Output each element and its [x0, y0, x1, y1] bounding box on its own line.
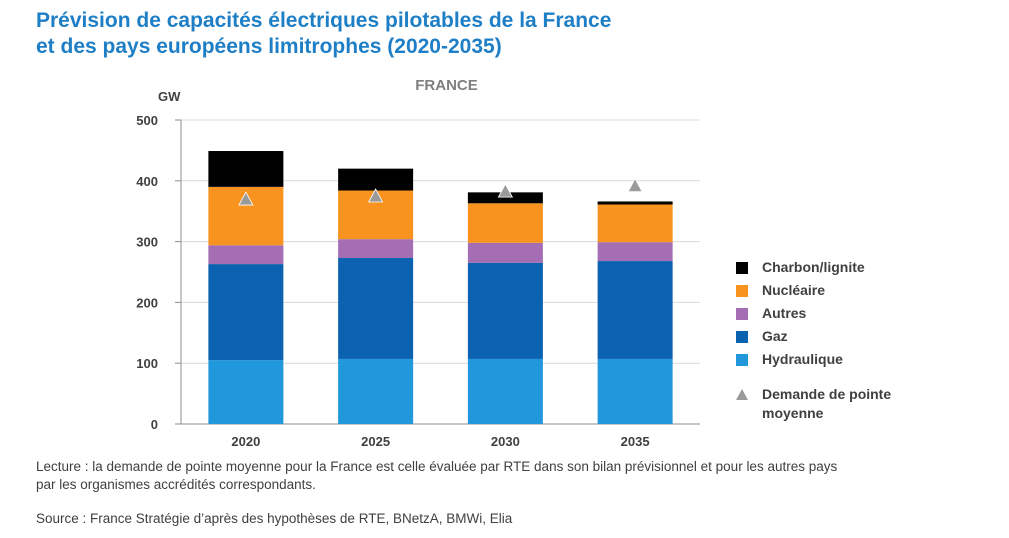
bar-autres-2020 — [208, 245, 284, 265]
legend-item-demande: Demande de pointe moyenne — [736, 385, 976, 429]
demand-marker-2030 — [497, 183, 514, 198]
triangle-marker-icon — [736, 389, 748, 400]
bar-autres-2030 — [467, 242, 543, 263]
bar-charbonlignite-2025 — [338, 168, 414, 191]
bar-hydraulique-2030 — [467, 358, 543, 424]
legend-item-nucleaire: Nucléaire — [736, 281, 976, 304]
legend-item-autres: Autres — [736, 304, 976, 327]
demand-marker-2035 — [627, 177, 643, 193]
lecture-line-1: Lecture : la demande de pointe moyenne p… — [36, 459, 838, 474]
bar-gaz-2025 — [338, 258, 414, 359]
legend-swatch-charbon — [736, 262, 748, 274]
legend-label-hydraulique: Hydraulique — [762, 351, 843, 367]
bar-autres-2025 — [338, 239, 414, 259]
bar-hydraulique-2025 — [338, 358, 414, 424]
y-tick-label: 100 — [136, 356, 158, 371]
legend-label-gaz: Gaz — [762, 328, 788, 344]
legend-label-demande-line-1: Demande de pointe — [762, 386, 892, 402]
page-title: Prévision de capacités électriques pilot… — [36, 8, 756, 60]
chart-title: FRANCE — [415, 77, 478, 94]
bar-hydraulique-2020 — [208, 360, 284, 424]
x-tick-label: 2025 — [361, 434, 390, 449]
lecture-note: Lecture : la demande de pointe moyenne p… — [36, 458, 837, 494]
legend-swatch-nucleaire — [736, 285, 748, 297]
legend-swatch-autres — [736, 308, 748, 320]
legend-swatch-gaz — [736, 331, 748, 343]
legend-label-demande-line-2: moyenne — [762, 405, 824, 421]
legend-item-gaz: Gaz — [736, 327, 976, 350]
bar-charbonlignite-2020 — [208, 151, 284, 187]
bar-gaz-2030 — [467, 262, 543, 359]
bar-hydraulique-2035 — [597, 358, 673, 424]
bar-charbonlignite-2035 — [597, 201, 673, 205]
bar-gaz-2035 — [597, 261, 673, 359]
chart-legend: Charbon/lignite Nucléaire Autres Gaz Hyd… — [736, 258, 976, 429]
lecture-line-2: par les organismes accrédités correspond… — [36, 477, 316, 492]
demand-marker-2025 — [367, 188, 384, 203]
legend-label-charbon: Charbon/lignite — [762, 259, 865, 275]
demand-marker-2020 — [238, 191, 254, 206]
legend-label-demande: Demande de pointe moyenne — [762, 385, 932, 423]
y-tick-label: 400 — [136, 174, 158, 189]
legend-item-charbon: Charbon/lignite — [736, 258, 976, 281]
x-tick-label: 2035 — [621, 434, 650, 449]
title-line-2: et des pays européens limitrophes (2020-… — [36, 35, 502, 58]
bar-nuclaire-2035 — [597, 204, 673, 243]
y-tick-label: 500 — [136, 113, 158, 128]
legend-label-nucleaire: Nucléaire — [762, 282, 826, 298]
source-note: Source : France Stratégie d’après des hy… — [36, 511, 513, 526]
bar-gaz-2020 — [208, 264, 284, 361]
y-axis-unit-label: GW — [158, 89, 181, 104]
legend-label-autres: Autres — [762, 305, 807, 321]
bar-autres-2035 — [597, 242, 673, 262]
bar-charbonlignite-2030 — [467, 192, 543, 204]
y-tick-label: 300 — [136, 235, 158, 250]
y-tick-label: 0 — [151, 417, 158, 432]
bar-nuclaire-2030 — [467, 203, 543, 243]
legend-item-hydraulique: Hydraulique — [736, 350, 976, 373]
x-tick-label: 2020 — [231, 434, 260, 449]
title-line-1: Prévision de capacités électriques pilot… — [36, 9, 612, 32]
x-tick-label: 2030 — [491, 434, 520, 449]
y-tick-label: 200 — [136, 295, 158, 310]
legend-swatch-hydraulique — [736, 354, 748, 366]
